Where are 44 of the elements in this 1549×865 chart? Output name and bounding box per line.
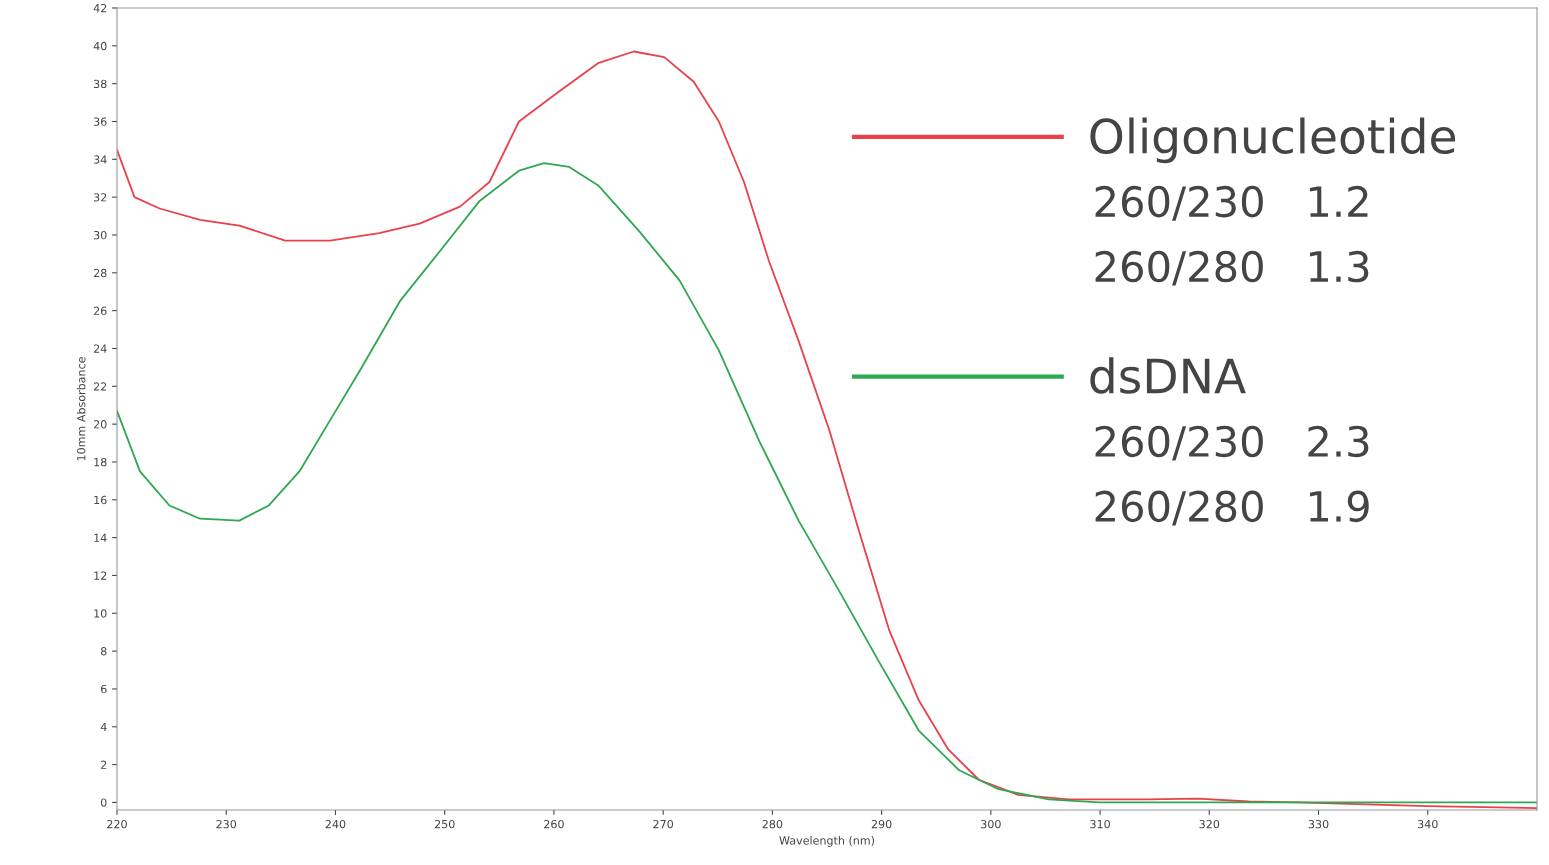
annotation: 260/280 1.3 [1095,250,1369,286]
x-tick-label: 230 [216,819,237,829]
x-tick-label: 280 [762,819,783,829]
annotation: 260/230 1.2 [1095,185,1368,221]
x-tick-label: 310 [1090,819,1110,829]
y-tick-label: 28 [93,268,107,278]
y-tick-label: 30 [93,230,107,240]
x-tick-label: 330 [1308,819,1329,829]
y-tick-label: 14 [94,533,107,542]
y-tick-label: 34 [93,155,107,164]
legend-label: dsDNA [1090,357,1246,394]
x-tick-label: 260 [544,819,564,829]
legend-label: Oligonucleotide [1090,117,1456,164]
annotation: 260/280 1.9 [1095,490,1369,526]
y-tick-label: 0 [100,798,107,807]
y-tick-label: 38 [93,79,107,89]
y-tick-label: 32 [93,193,107,202]
y-tick-label: 18 [94,457,107,467]
line-series [117,162,1537,804]
y-tick-label: 8 [100,647,107,656]
x-tick-label: 340 [1418,819,1438,829]
y-tick-label: 24 [93,344,107,353]
y-tick-label: 12 [94,571,107,580]
y-tick-label: 22 [93,382,107,391]
y-axis-title: 10mm Absorbance [76,357,86,461]
annotation: 260/230 2.3 [1095,425,1369,461]
x-tick-label: 270 [653,819,674,829]
x-tick-label: 320 [1199,819,1220,829]
y-tick-label: 6 [100,684,107,694]
x-tick-label: 240 [325,819,346,829]
y-tick-label: 26 [93,306,107,316]
y-tick-label: 42 [93,3,107,13]
x-tick-label: 290 [871,819,892,829]
x-tick-label: 220 [107,819,127,829]
x-tick-label: 300 [981,819,1001,829]
y-tick-label: 2 [101,760,107,769]
y-tick-label: 10 [94,609,107,618]
x-tick-label: 250 [434,819,455,829]
y-tick-label: 4 [100,722,107,731]
x-axis-title: Wavelength (nm) [779,836,875,847]
y-tick-label: 40 [93,41,107,51]
y-tick-label: 36 [93,117,107,126]
y-tick-label: 20 [93,420,107,429]
y-tick-label: 16 [94,495,107,505]
